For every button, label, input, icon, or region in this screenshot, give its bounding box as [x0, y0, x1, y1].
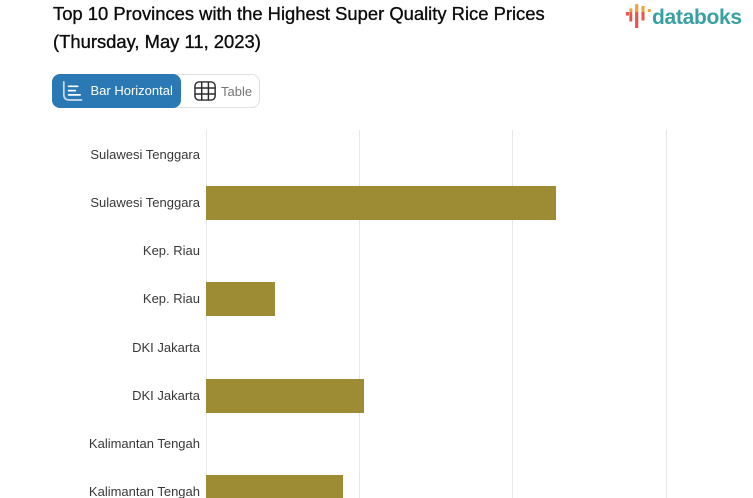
svg-text:databoks: databoks [652, 6, 742, 29]
